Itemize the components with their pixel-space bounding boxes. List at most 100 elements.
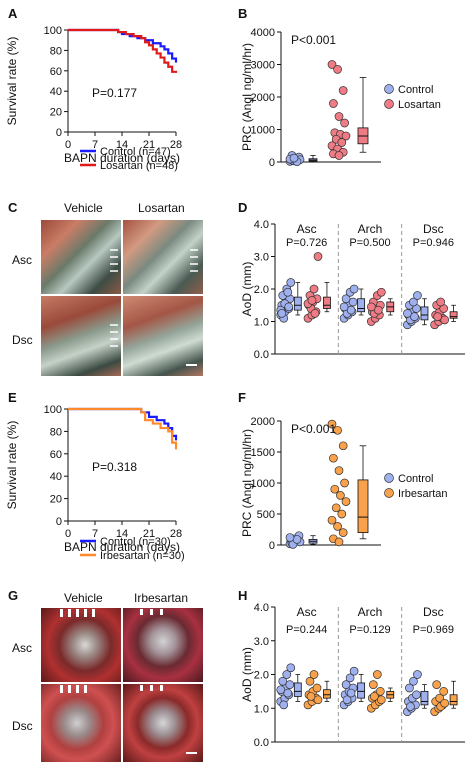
y-tick-label: 0 [269,157,275,169]
group-p-value: P=0.500 [349,237,390,249]
control-dots-point [282,670,292,679]
x-tick-label: 14 [116,139,128,151]
treatment-dots-point [333,425,342,435]
treatment-dots-point [369,692,379,701]
control-box-box [357,298,366,313]
photo-g-col-irbesartan: Irbesartan [134,591,189,605]
y-tick-label: 20 [50,494,62,506]
y-axis-label: Survival rate (%) [5,37,19,126]
treatment-dots-point [340,118,349,128]
treatment-dots-point [376,287,386,297]
y-tick-label: 0 [56,516,62,528]
photo-panel-g: Vehicle Irbesartan Asc Dsc [0,585,237,770]
panel-label-g: G [8,588,19,603]
treatment-dots-point [341,497,351,506]
panel-label-h: H [238,588,248,603]
control-dots-point [409,676,418,686]
treatment-dots-point [312,683,322,693]
y-tick-label: 0 [269,540,275,552]
control-dots-point [348,297,358,307]
p-value-annotation: P<0.001 [291,33,336,47]
treatment-dots-point [440,698,450,708]
treatment-dots-point [337,509,347,519]
group-label: Asc [297,222,317,236]
control-dots-point [341,680,351,689]
control-dots-point [345,673,355,683]
treatment-dots-point [373,305,383,315]
control-dots-point [284,302,294,312]
x-tick-label: 28 [170,139,182,151]
chart-h-aod: 0.0 1.0 2.0 3.0 4.0 AoD (mm) Asc P=0.244 Arch P=0… [240,602,465,749]
treatment-dots-point [340,478,349,488]
treatment-dots-point [368,680,378,689]
treatment-dots-point [313,252,323,261]
control-dots-point [277,309,287,318]
legend-label-0: Control [398,473,433,485]
y-tick-label: 500 [257,509,275,521]
control-dots-point [285,533,295,542]
treatment-dots-point [309,284,319,294]
p-value-annotation: P=0.318 [92,460,137,474]
control-dots-point [341,294,351,304]
y-tick-label: 40 [50,471,62,483]
treatment-dots-point [432,680,442,689]
y-tick-label: 60 [50,449,62,461]
y-tick-label: 1500 [251,447,275,459]
control-dots-point [286,663,296,673]
x-tick-label: 21 [143,139,155,151]
control-dots-point [276,685,286,695]
treatment-dots-point [329,453,338,463]
treatment-dots-point [334,112,344,121]
y-tick-label: 0.0 [254,349,269,361]
y-tick-label: 1000 [251,125,275,137]
treatment-dots-point [327,515,337,525]
y-axis-label: PRC (AngI ng/ml/hr) [240,43,254,151]
control-dots-point [283,688,293,698]
control-dots-point [412,690,421,700]
treatment-dots-point [307,296,317,305]
treatment-dots-point [334,151,344,160]
control-box-box [357,682,366,699]
panel-label-c: C [8,200,18,215]
treatment-dots-point [334,466,344,475]
series-line-1 [68,407,178,450]
control-dots-point [279,700,289,710]
legend-marker-1 [384,99,394,109]
group-p-value: P=0.946 [413,237,454,249]
x-axis-label: BAPN duration (days) [64,151,180,165]
treatment-dots-point [329,99,338,108]
y-tick-label: 4.0 [254,602,269,614]
y-axis-label: AoD (mm) [240,647,254,702]
y-tick-label: 80 [50,426,62,438]
treatment-dots-point [336,491,345,500]
treatment-dots-point [440,315,450,325]
y-axis-label: AoD (mm) [240,262,254,317]
treatment-dots-point [436,297,446,307]
x-tick-label: 7 [92,139,98,151]
y-tick-label: 100 [44,25,62,37]
photo-g-row-asc: Asc [12,641,33,655]
series-line-1 [68,28,178,73]
control-dots-point [286,278,296,287]
control-dots-point [403,309,412,318]
control-dots-point [409,297,418,307]
y-tick-label: 1.0 [254,317,269,329]
control-dots-point [289,153,299,163]
y-tick-label: 2.0 [254,284,269,296]
treatment-box-box [323,689,331,699]
control-dots-point [413,670,422,679]
treatment-dots-point [375,687,385,696]
photo-c-ruler-marks [110,249,198,347]
group-label: Asc [297,605,317,619]
photo-g-vehicle-asc [40,607,122,683]
y-axis-label: PRC (AngI ng/ml/hr) [240,429,254,537]
y-tick-label: 60 [50,66,62,78]
photo-g-row-dsc: Dsc [12,719,33,733]
x-tick-label: 14 [116,528,128,540]
treatment-dots-point [433,312,443,321]
photo-c-col-vehicle: Vehicle [64,201,103,215]
panel-label-e: E [8,390,17,405]
y-tick-label: 100 [44,404,62,416]
control-dots-point [410,312,419,321]
legend-label-0: Control [398,84,433,96]
